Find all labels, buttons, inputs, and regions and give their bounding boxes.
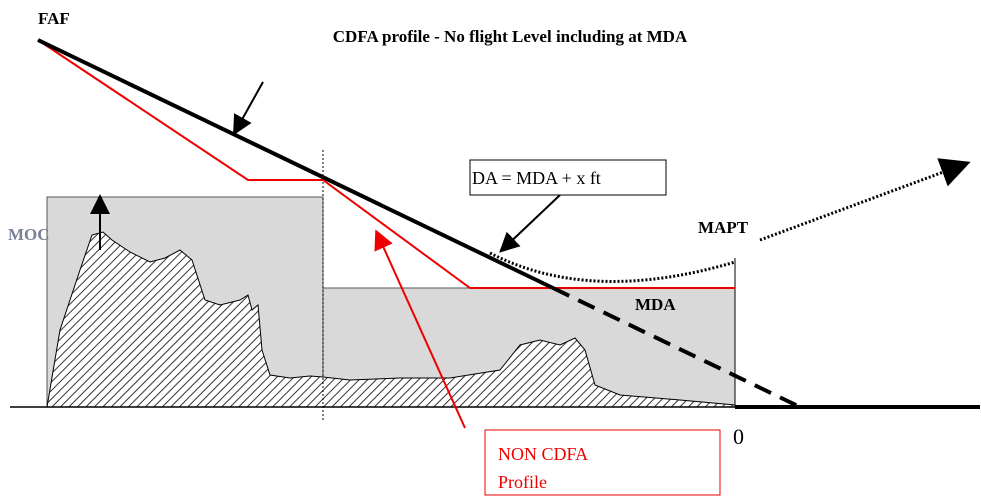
non-cdfa-profile xyxy=(37,39,735,289)
red-arrow xyxy=(374,229,466,429)
go-around xyxy=(489,251,736,283)
faf-label: FAF xyxy=(38,9,70,28)
zero-label: 0 xyxy=(733,424,744,449)
cdfa-profile xyxy=(37,38,554,290)
arrow xyxy=(233,81,264,136)
non-cdfa-box xyxy=(484,429,721,496)
mapt-label: MAPT xyxy=(698,218,749,237)
da-text: DA = MDA + x ft xyxy=(472,168,601,188)
mda-label: MDA xyxy=(635,295,676,314)
title: CDFA profile - No flight Level including… xyxy=(333,27,688,46)
extension xyxy=(552,286,801,409)
arrow xyxy=(499,194,561,253)
non-cdfa-text: Profile xyxy=(498,472,547,492)
missed-approach xyxy=(759,158,971,242)
da-box xyxy=(469,159,667,196)
moc-label: MOC xyxy=(8,225,50,244)
non-cdfa-text: NON CDFA xyxy=(498,444,588,464)
terrain xyxy=(46,231,736,408)
